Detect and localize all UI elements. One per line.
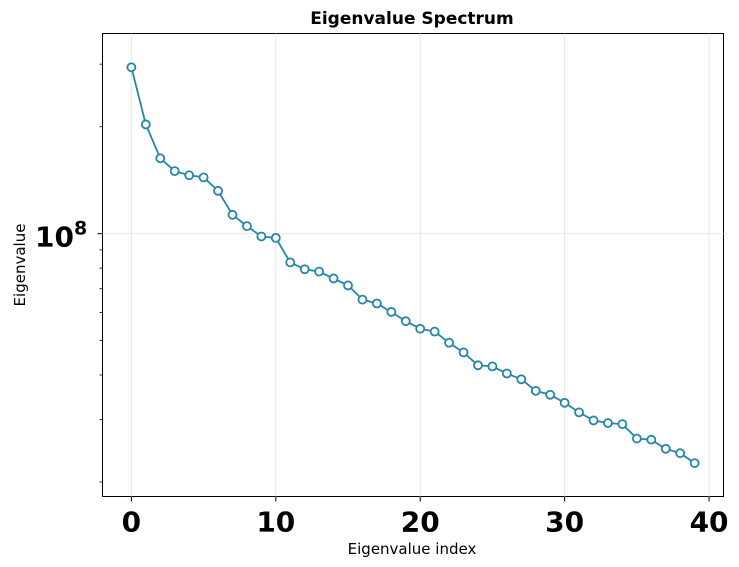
data-point	[588, 415, 599, 426]
data-point	[429, 326, 440, 337]
data-point	[256, 231, 267, 242]
data-point	[126, 62, 137, 73]
data-point	[213, 185, 223, 196]
x-axis-label: Eigenvalue index	[348, 540, 477, 558]
x-tick-label: 40	[690, 506, 729, 539]
data-point	[516, 374, 527, 385]
data-point	[646, 434, 657, 445]
data-point	[242, 221, 252, 232]
data-point	[631, 433, 642, 444]
data-point	[299, 264, 310, 275]
data-point	[371, 298, 382, 309]
data-point	[675, 448, 686, 459]
data-point	[660, 443, 671, 454]
y-tick-label: 108	[35, 218, 87, 254]
data-point	[155, 153, 166, 164]
data-point	[314, 266, 325, 277]
data-point	[270, 232, 281, 243]
x-tick-label: 20	[401, 506, 440, 539]
data-point	[603, 418, 613, 428]
y-axis-label: Eigenvalue	[11, 224, 29, 307]
data-point	[617, 419, 628, 429]
data-point	[169, 166, 180, 177]
data-point	[343, 280, 353, 291]
series-line	[130, 67, 696, 464]
grid	[102, 33, 724, 497]
data-point	[574, 407, 584, 418]
data-point	[501, 368, 512, 379]
data-point	[285, 257, 296, 268]
data-point	[559, 397, 570, 408]
data-point	[400, 316, 411, 327]
data-point	[140, 119, 151, 130]
data-point	[487, 361, 498, 372]
data-point	[357, 294, 368, 305]
data-point	[328, 273, 339, 284]
data-point	[386, 307, 397, 317]
data-point	[444, 337, 455, 348]
data-point	[415, 323, 426, 334]
tick-marks	[97, 63, 710, 502]
data-point	[473, 360, 483, 371]
x-tick-label: 10	[256, 506, 295, 539]
x-tick-labels: 0 10 20 30 40	[122, 506, 729, 539]
x-tick-label: 0	[122, 506, 141, 539]
data-point	[184, 170, 195, 181]
data-point	[227, 209, 238, 220]
plot-frame	[102, 33, 724, 497]
data-point	[689, 458, 700, 468]
y-tick-labels: 108	[35, 218, 87, 254]
data-point	[530, 385, 541, 396]
chart-title: Eigenvalue Spectrum	[310, 9, 514, 29]
data-point	[545, 389, 556, 400]
data-point	[458, 347, 469, 358]
x-tick-label: 30	[545, 506, 584, 539]
data-point	[198, 172, 209, 183]
series-group	[126, 62, 700, 468]
